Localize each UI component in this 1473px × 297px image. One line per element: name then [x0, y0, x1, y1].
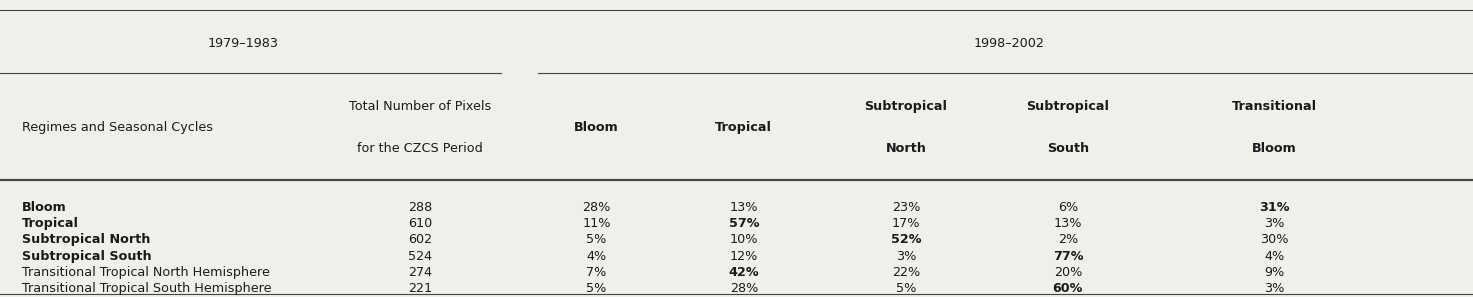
Text: 4%: 4% [586, 249, 607, 263]
Text: 11%: 11% [582, 217, 611, 230]
Text: Transitional: Transitional [1231, 100, 1317, 113]
Text: Transitional Tropical South Hemisphere: Transitional Tropical South Hemisphere [22, 282, 271, 295]
Text: 77%: 77% [1053, 249, 1083, 263]
Text: 3%: 3% [896, 249, 916, 263]
Text: 20%: 20% [1053, 266, 1083, 279]
Text: Subtropical: Subtropical [1027, 100, 1109, 113]
Text: Regimes and Seasonal Cycles: Regimes and Seasonal Cycles [22, 121, 214, 134]
Text: 5%: 5% [586, 282, 607, 295]
Text: Subtropical North: Subtropical North [22, 233, 150, 247]
Text: Total Number of Pixels: Total Number of Pixels [349, 100, 491, 113]
Text: 17%: 17% [891, 217, 921, 230]
Text: 221: 221 [408, 282, 432, 295]
Text: 1998–2002: 1998–2002 [974, 37, 1044, 50]
Text: 60%: 60% [1053, 282, 1083, 295]
Text: 6%: 6% [1058, 201, 1078, 214]
Text: 12%: 12% [729, 249, 759, 263]
Text: Subtropical South: Subtropical South [22, 249, 152, 263]
Text: 3%: 3% [1264, 282, 1284, 295]
Text: 5%: 5% [586, 233, 607, 247]
Text: 274: 274 [408, 266, 432, 279]
Text: Tropical: Tropical [716, 121, 772, 134]
Text: 524: 524 [408, 249, 432, 263]
Text: 22%: 22% [891, 266, 921, 279]
Text: 288: 288 [408, 201, 432, 214]
Text: 57%: 57% [729, 217, 759, 230]
Text: 13%: 13% [729, 201, 759, 214]
Text: 28%: 28% [729, 282, 759, 295]
Text: 610: 610 [408, 217, 432, 230]
Text: 30%: 30% [1259, 233, 1289, 247]
Text: 1979–1983: 1979–1983 [208, 37, 278, 50]
Text: for the CZCS Period: for the CZCS Period [356, 142, 483, 155]
Text: 2%: 2% [1058, 233, 1078, 247]
Text: Transitional Tropical North Hemisphere: Transitional Tropical North Hemisphere [22, 266, 270, 279]
Text: Bloom: Bloom [22, 201, 66, 214]
Text: 31%: 31% [1259, 201, 1289, 214]
Text: Subtropical: Subtropical [865, 100, 947, 113]
Text: 10%: 10% [729, 233, 759, 247]
Text: Bloom: Bloom [574, 121, 619, 134]
Text: 4%: 4% [1264, 249, 1284, 263]
Text: 42%: 42% [729, 266, 759, 279]
Text: Bloom: Bloom [1252, 142, 1296, 155]
Text: 7%: 7% [586, 266, 607, 279]
Text: South: South [1047, 142, 1089, 155]
Text: 28%: 28% [582, 201, 611, 214]
Text: 602: 602 [408, 233, 432, 247]
Text: North: North [885, 142, 927, 155]
Text: 9%: 9% [1264, 266, 1284, 279]
Text: 52%: 52% [891, 233, 921, 247]
Text: 13%: 13% [1053, 217, 1083, 230]
Text: 3%: 3% [1264, 217, 1284, 230]
Text: 5%: 5% [896, 282, 916, 295]
Text: Tropical: Tropical [22, 217, 80, 230]
Text: 23%: 23% [891, 201, 921, 214]
